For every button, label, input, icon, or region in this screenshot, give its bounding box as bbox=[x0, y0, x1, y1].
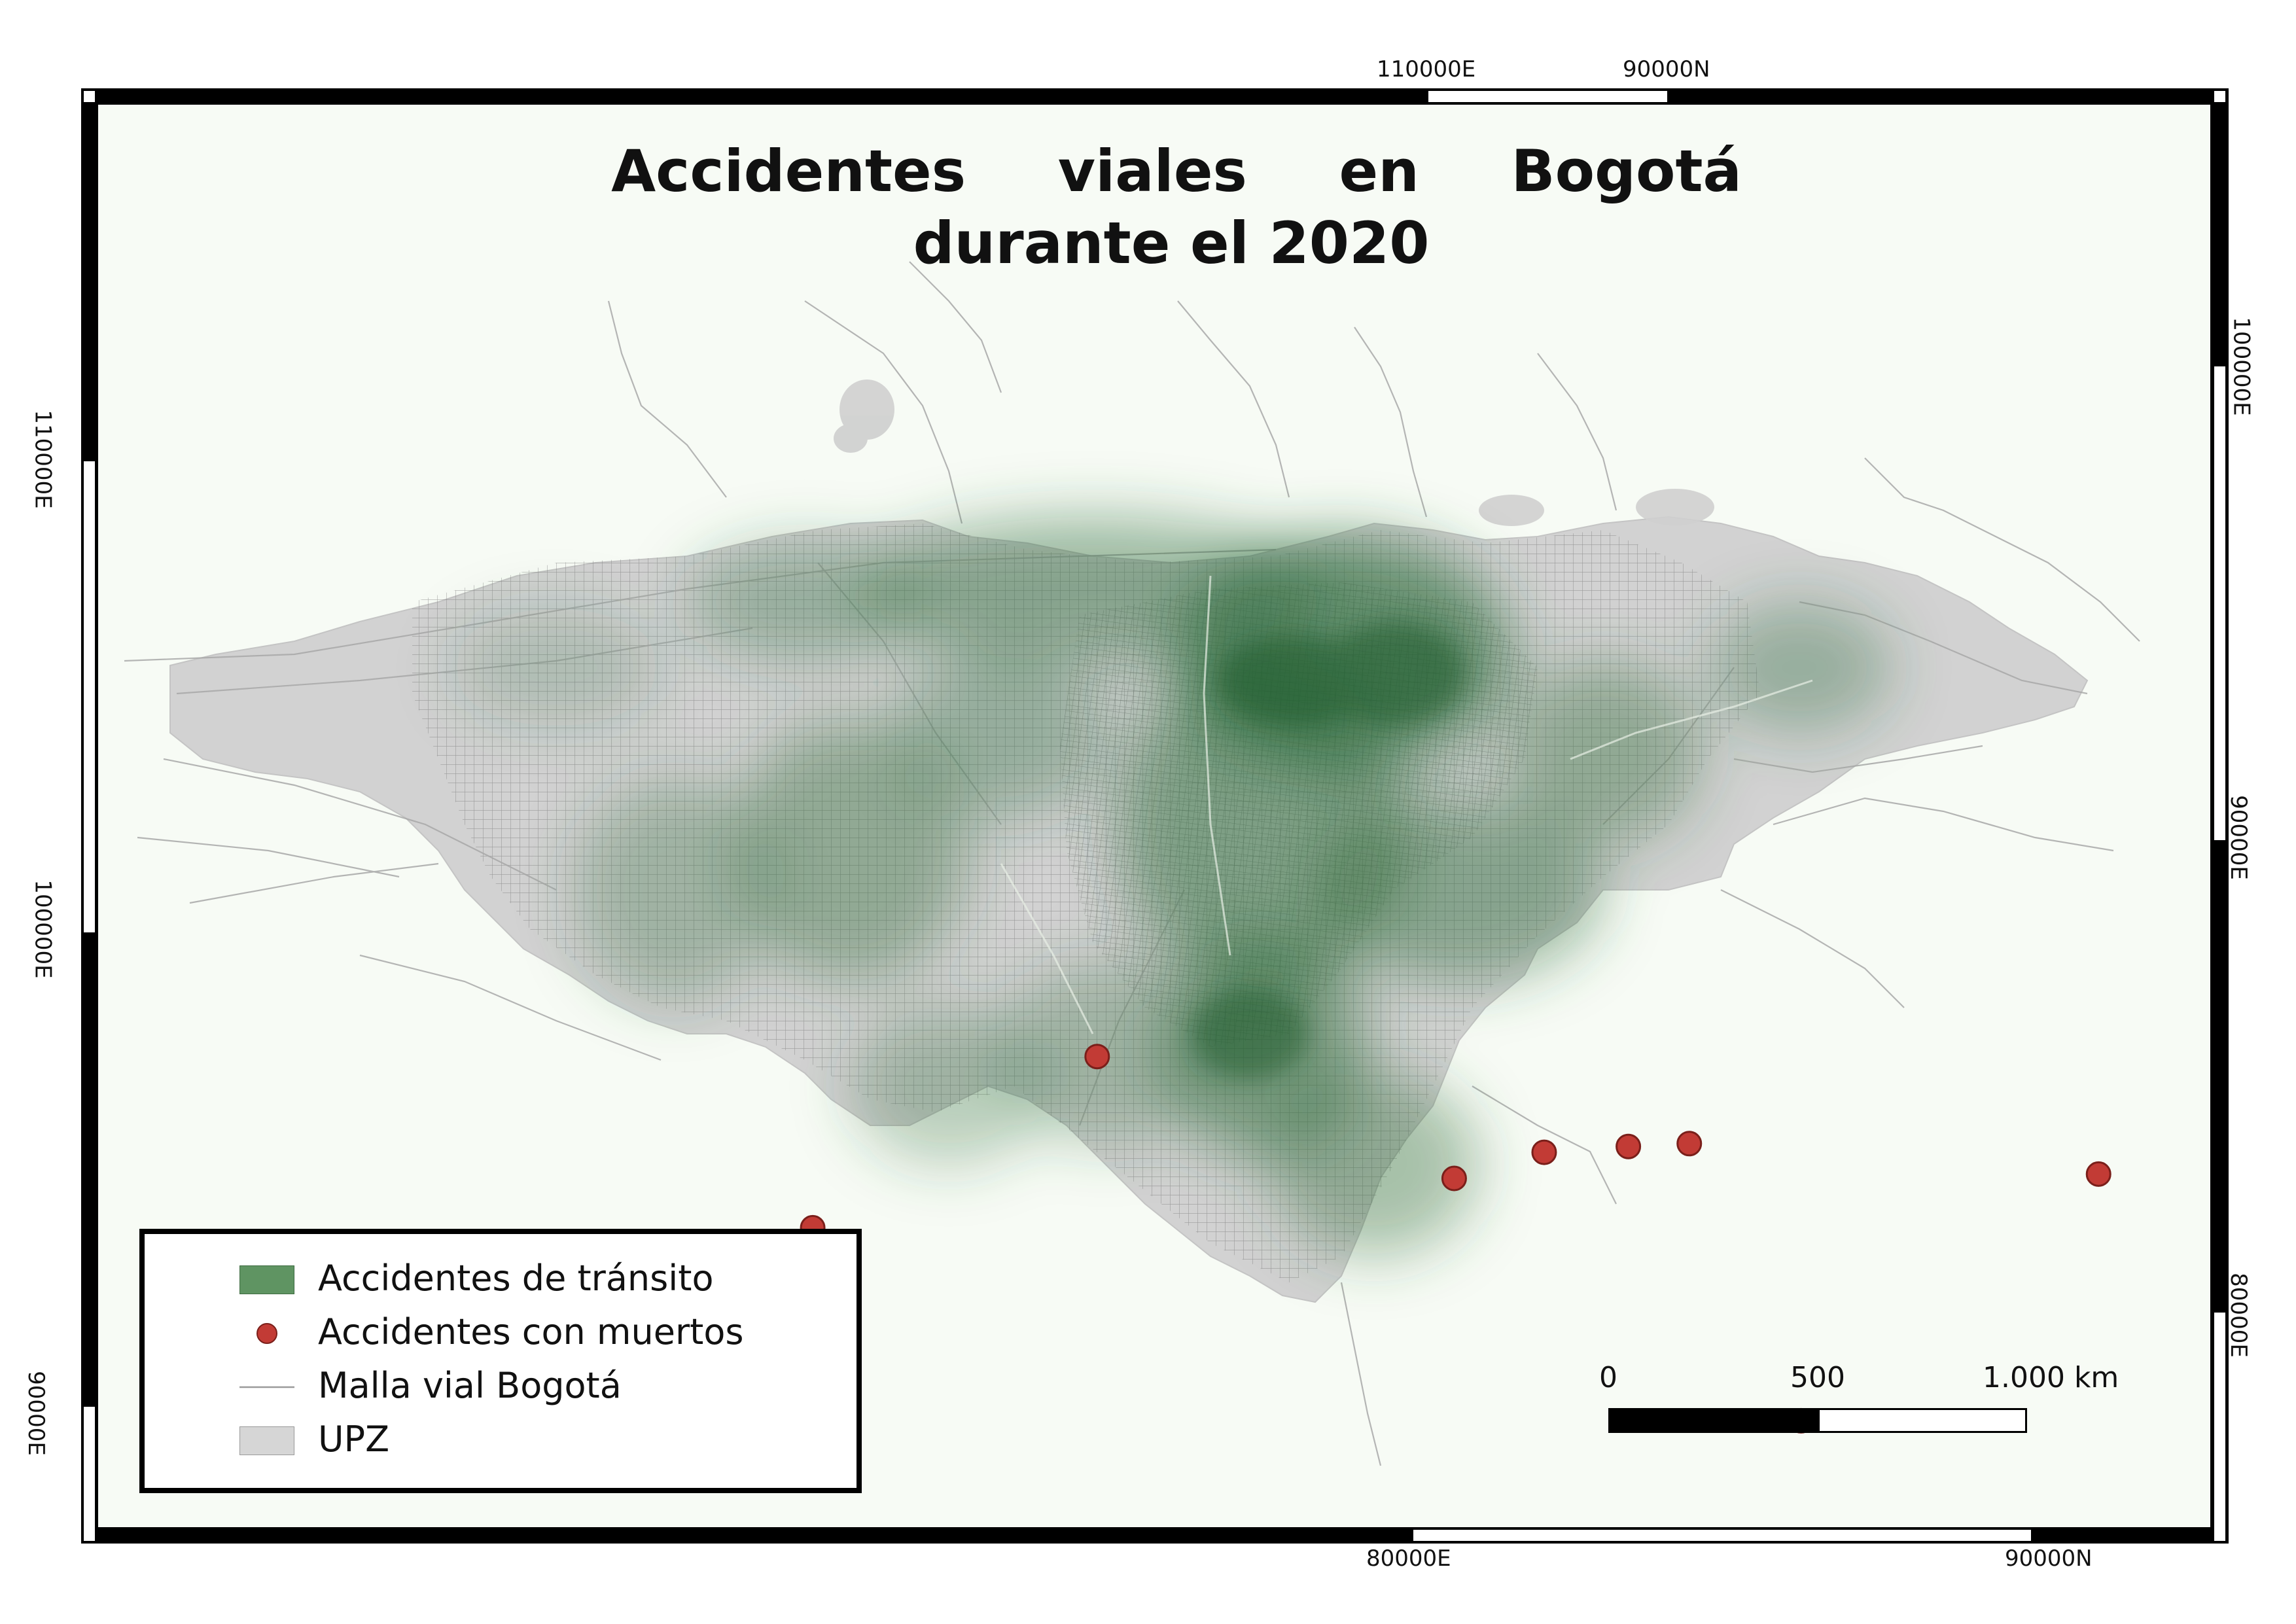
frame-corner bbox=[2214, 1530, 2225, 1541]
frame-corner bbox=[2214, 91, 2225, 102]
fatal-accident-point[interactable] bbox=[1084, 1044, 1110, 1070]
fatal-accident-point[interactable] bbox=[2085, 1161, 2111, 1187]
frame-corner bbox=[84, 1530, 95, 1541]
frame-segment bbox=[84, 461, 95, 932]
grid-label-left-1: 110000E bbox=[29, 410, 56, 509]
map-canvas[interactable]: Accidentes viales en Bogotá durante el 2… bbox=[98, 105, 2210, 1527]
scale-label-1000: 1.000 km bbox=[1983, 1361, 2119, 1394]
legend-item-upz: UPZ bbox=[145, 1420, 851, 1459]
legend-label: Accidentes con muertos bbox=[318, 1311, 744, 1352]
legend-item-malla-vial: Malla vial Bogotá bbox=[145, 1366, 851, 1405]
frame-segment bbox=[2214, 366, 2225, 840]
map-title-line-2: durante el 2020 bbox=[913, 209, 1430, 277]
grid-label-top-2: 90000N bbox=[1623, 56, 1710, 82]
grid-label-right-1: 100000E bbox=[2228, 317, 2255, 416]
map-layers: Accidentes viales en Bogotá durante el 2… bbox=[124, 137, 2140, 1466]
grid-label-right-3: 80000E bbox=[2225, 1273, 2252, 1358]
grid-label-top-1: 110000E bbox=[1377, 56, 1476, 82]
scale-segment-white bbox=[1818, 1408, 2027, 1433]
frame-segment bbox=[84, 1407, 95, 1538]
legend-label: Malla vial Bogotá bbox=[318, 1365, 622, 1406]
frame-segment bbox=[1428, 91, 1667, 102]
legend-label: UPZ bbox=[318, 1419, 390, 1460]
frame-segment bbox=[2214, 1313, 2225, 1535]
scale-label-0: 0 bbox=[1599, 1361, 1617, 1394]
scale-label-500: 500 bbox=[1790, 1361, 1845, 1394]
main-roads bbox=[1000, 575, 1813, 1034]
density-patch-icon bbox=[239, 1265, 294, 1294]
road-line-icon bbox=[239, 1386, 294, 1388]
legend-item-accidentes-transito: Accidentes de tránsito bbox=[145, 1259, 851, 1298]
map-title-line-1: Accidentes viales en Bogotá bbox=[611, 137, 1742, 205]
fatal-accident-point[interactable] bbox=[1531, 1139, 1557, 1165]
grid-label-left-2: 100000E bbox=[29, 879, 56, 979]
fatal-accident-point[interactable] bbox=[1676, 1131, 1703, 1157]
grid-label-left-3: 90000E bbox=[22, 1371, 49, 1456]
fatal-accident-point[interactable] bbox=[1616, 1133, 1642, 1159]
upz-patch-icon bbox=[239, 1426, 294, 1455]
grid-label-right-2: 90000E bbox=[2225, 795, 2252, 880]
legend-label: Accidentes de tránsito bbox=[318, 1258, 714, 1299]
malla-vial-lines bbox=[124, 261, 2140, 1466]
red-point-icon bbox=[256, 1323, 277, 1344]
north-clusters bbox=[834, 380, 1714, 526]
accident-density-core bbox=[1191, 622, 1466, 1080]
legend: Accidentes de tránsito Accidentes con mu… bbox=[139, 1229, 862, 1493]
accident-density-heatmap bbox=[451, 517, 1891, 1256]
grid-label-bottom-1: 80000E bbox=[1366, 1545, 1451, 1572]
frame-corner bbox=[84, 91, 95, 102]
fatal-accident-point[interactable] bbox=[1441, 1165, 1467, 1192]
legend-item-accidentes-muertos: Accidentes con muertos bbox=[145, 1313, 851, 1352]
frame-segment bbox=[1413, 1530, 2031, 1541]
grid-label-bottom-2: 90000N bbox=[2005, 1545, 2093, 1572]
scale-segment-black bbox=[1608, 1408, 1818, 1433]
